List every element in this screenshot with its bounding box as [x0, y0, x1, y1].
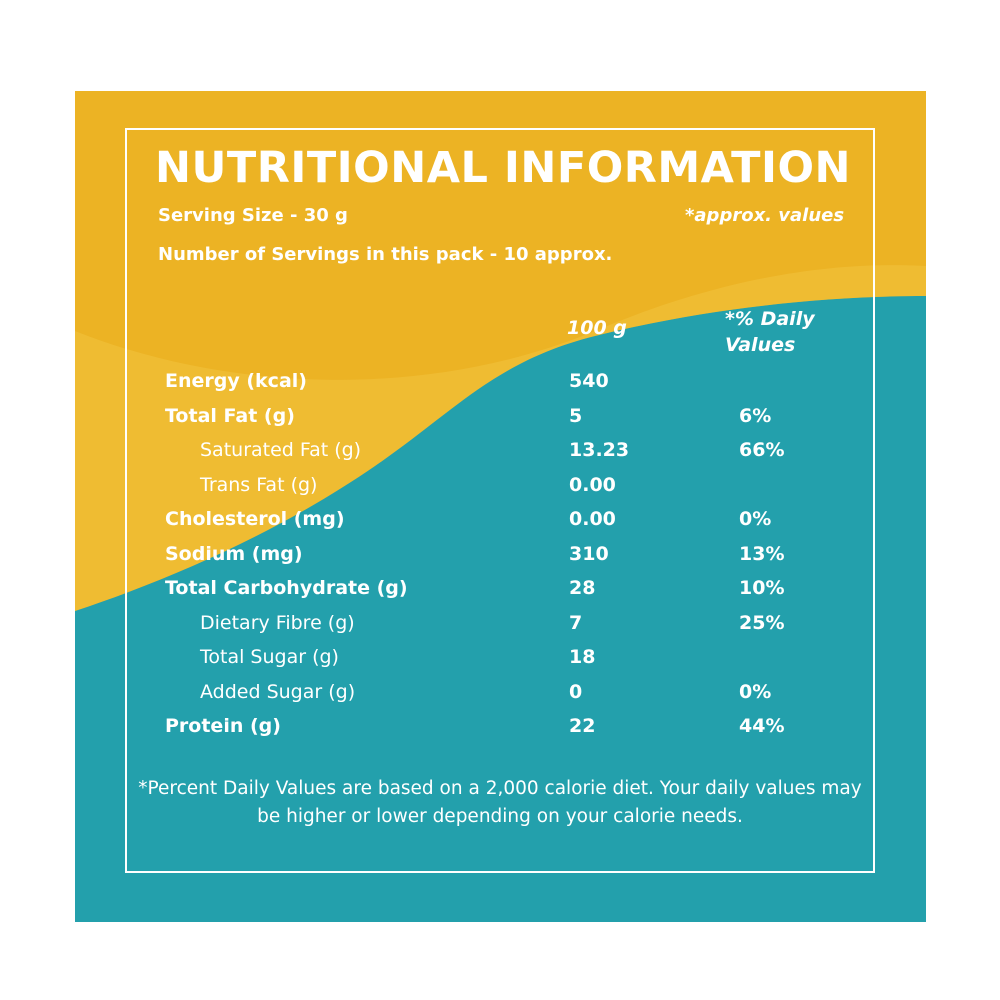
- nutrient-amount: 0: [569, 680, 583, 703]
- nutrient-daily-value: 13%: [739, 542, 785, 565]
- nutrient-label: Protein (g): [165, 715, 281, 737]
- nutrient-amount: 540: [569, 370, 609, 392]
- nutrient-label: Energy (kcal): [165, 370, 307, 392]
- nutrient-row: Total Fat (g) 5 6%: [75, 399, 926, 433]
- nutrient-daily-value: 10%: [739, 577, 785, 599]
- nutrient-amount: 310: [569, 542, 609, 565]
- label-border: [125, 128, 875, 873]
- nutrient-label: Dietary Fibre (g): [200, 611, 355, 634]
- nutrient-label: Saturated Fat (g): [200, 439, 362, 461]
- column-header-daily-value: *% Daily Values: [725, 306, 845, 358]
- daily-value-header-line2: Values: [725, 334, 796, 356]
- nutrition-panel: NUTRITIONAL INFORMATION Serving Size - 3…: [75, 91, 926, 922]
- nutrient-row: Energy (kcal) 540: [75, 364, 926, 398]
- nutrient-amount: 0.00: [569, 473, 616, 496]
- daily-value-header-line1: *% Daily: [725, 308, 815, 330]
- nutrient-amount: 22: [569, 715, 596, 737]
- nutrient-daily-value: 0%: [739, 508, 772, 530]
- footnote: *Percent Daily Values are based on a 2,0…: [138, 778, 862, 827]
- nutrient-amount: 7: [569, 611, 583, 634]
- nutrient-daily-value: 66%: [739, 439, 785, 461]
- nutrient-row: Trans Fat (g) 0.00: [75, 468, 926, 502]
- nutrient-row: Cholesterol (mg) 0.00 0%: [75, 502, 926, 536]
- nutrient-row: Dietary Fibre (g) 7 25%: [75, 606, 926, 640]
- nutrient-label: Sodium (mg): [165, 542, 303, 565]
- nutrient-row: Protein (g) 22 44%: [75, 709, 926, 743]
- nutrient-label: Trans Fat (g): [200, 473, 318, 496]
- nutrient-label: Total Fat (g): [165, 404, 295, 427]
- nutrient-daily-value: 44%: [739, 715, 785, 737]
- nutrient-amount: 0.00: [569, 508, 616, 530]
- servings-per-pack: Number of Servings in this pack - 10 app…: [158, 244, 613, 265]
- background-wave: [75, 91, 926, 922]
- nutrient-daily-value: 25%: [739, 611, 785, 634]
- nutrient-amount: 18: [569, 646, 596, 668]
- nutrient-label: Cholesterol (mg): [165, 508, 345, 530]
- nutrient-amount: 13.23: [569, 439, 630, 461]
- nutrient-daily-value: 6%: [739, 404, 772, 427]
- nutrient-row: Sodium (mg) 310 13%: [75, 537, 926, 571]
- page-title: NUTRITIONAL INFORMATION: [155, 143, 851, 193]
- nutrient-label: Total Carbohydrate (g): [165, 577, 408, 599]
- serving-size: Serving Size - 30 g: [158, 205, 348, 226]
- column-header-amount: 100 g: [567, 317, 627, 339]
- nutrient-amount: 5: [569, 404, 583, 427]
- nutrient-daily-value: 0%: [739, 680, 772, 703]
- nutrient-label: Total Sugar (g): [200, 646, 339, 668]
- nutrient-label: Added Sugar (g): [200, 680, 356, 703]
- nutrient-row: Total Carbohydrate (g) 28 10%: [75, 571, 926, 605]
- nutrient-row: Saturated Fat (g) 13.23 66%: [75, 433, 926, 467]
- nutrient-row: Total Sugar (g) 18: [75, 640, 926, 674]
- nutrient-row: Added Sugar (g) 0 0%: [75, 675, 926, 709]
- approx-note: *approx. values: [685, 205, 845, 226]
- nutrient-amount: 28: [569, 577, 596, 599]
